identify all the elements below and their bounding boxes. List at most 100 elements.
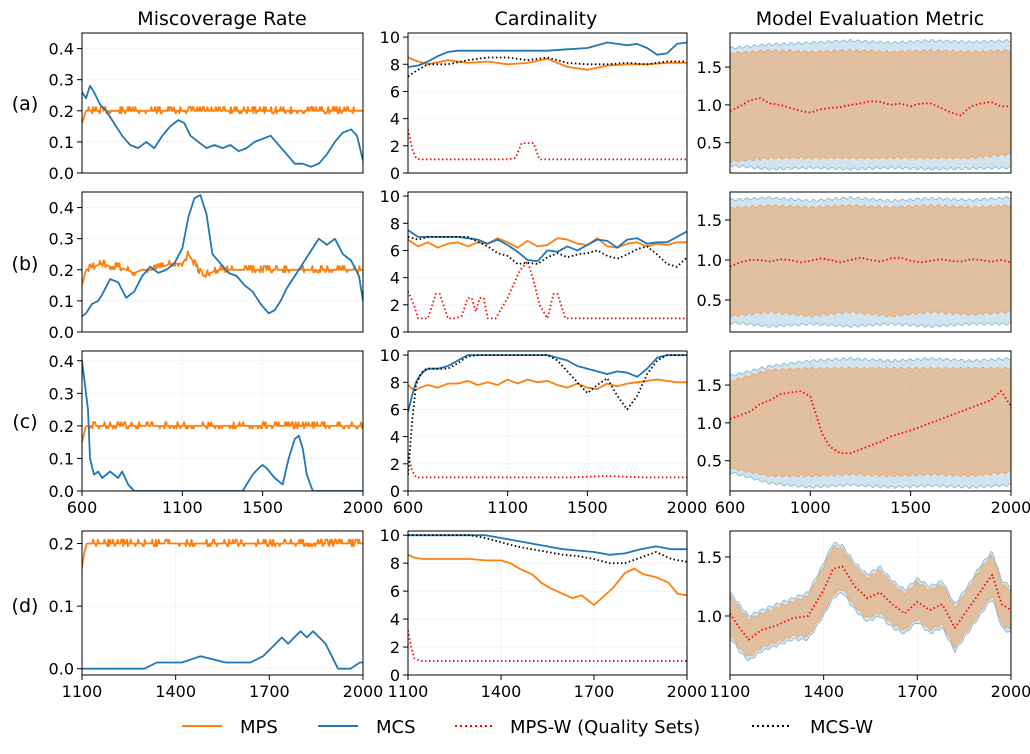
panel-d-miscoverage-plot-area [82, 538, 363, 670]
panel-c-miscoverage-xtick-label-2: 1500 [242, 498, 283, 517]
panel-d-cardinality-line-mps-w-quality-sets [408, 630, 687, 662]
panel-b-metric-ytick-label-1: 1.0 [697, 251, 722, 270]
panel-b-metric-plot-area [730, 195, 1011, 329]
panel-b-cardinality: 0 2 4 6 8 10 [380, 187, 688, 342]
panel-d-metric-band-mps [730, 544, 1011, 657]
panel-c-metric-ytick-label-0: 0.5 [697, 452, 722, 471]
panel-d-miscoverage-frame [81, 530, 364, 676]
panel-d-cardinality-line-mcs-w [408, 534, 687, 565]
panel-c-miscoverage-ytick-label-2: 0.2 [49, 417, 74, 436]
panel-c-metric-line-mps-w-quality-sets [730, 390, 1011, 455]
panel-c-metric-xtick-label-2: 1500 [890, 498, 931, 517]
panel-b-miscoverage-ytick-label-2: 0.2 [49, 261, 74, 280]
panel-d-metric-xtick-label-1: 1400 [803, 682, 844, 701]
panel-c-cardinality-ytick-label-1: 2 [390, 455, 400, 474]
panel-a-cardinality-ytick-label-1: 2 [390, 137, 400, 156]
legend-label-mcs: MCS [376, 717, 416, 738]
panel-a-miscoverage-ytick-label-0: 0.0 [49, 164, 74, 183]
panel-d-metric-line-mps-w-quality-sets [730, 565, 1011, 641]
panel-d-cardinality-xtick-label-1: 1400 [481, 682, 522, 701]
panel-d-metric-ytick-label-0: 1.0 [697, 607, 722, 626]
panel-d-metric-xtick-label-0: 1100 [710, 682, 751, 701]
panel-b-cardinality-ytick-label-0: 0 [390, 323, 400, 342]
panel-d-metric-xtick-label-3: 2000 [991, 682, 1030, 701]
panel-a-metric-band-mcs [730, 38, 1011, 172]
panel-c-metric: 0.5 1.0 1.5 600 1000 1500 2000 [697, 350, 1030, 517]
panel-a-metric-plot-area [730, 38, 1011, 172]
panel-a-cardinality-line-mcs-w [408, 56, 687, 78]
panel-c-metric-ytick-label-1: 1.0 [697, 414, 722, 433]
legend-label-mps-w: MPS-W (Quality Sets) [510, 717, 700, 738]
panel-c-metric-xtick-label-0: 600 [715, 498, 746, 517]
panel-c-cardinality-xtick-label-1: 1100 [487, 498, 528, 517]
panel-a-cardinality-plot-area [408, 41, 687, 161]
panel-d-miscoverage-ytick-label-0: 0.0 [49, 660, 74, 679]
panel-d-metric-band-mcs [730, 541, 1011, 662]
panel-a-cardinality-line-mps [408, 56, 687, 71]
panel-d-miscoverage-xtick-label-0: 1100 [62, 682, 103, 701]
panel-a-cardinality-ytick-label-0: 0 [390, 164, 400, 183]
panel-d-miscoverage-ytick-label-1: 0.1 [49, 597, 74, 616]
panel-b-cardinality-frame [407, 191, 688, 333]
panel-d-cardinality-frame [407, 530, 688, 676]
panel-c-miscoverage-ytick-label-0: 0.0 [49, 482, 74, 501]
panel-d-cardinality: 0 2 4 6 8 10 1100 1400 1700 2000 [380, 526, 708, 701]
panel-b-cardinality-line-mcs-w [408, 236, 687, 268]
panel-a-cardinality-ytick-label-4: 8 [390, 55, 400, 74]
panel-d-cardinality-ytick-label-5: 10 [380, 526, 400, 545]
panel-b-cardinality-line-mcs [408, 229, 687, 263]
panel-d-cardinality-xtick-label-3: 2000 [667, 682, 708, 701]
panel-a-cardinality-ytick-label-2: 4 [390, 110, 400, 129]
panel-c-metric-plot-area [730, 356, 1011, 489]
panel-a-miscoverage-line-mcs [82, 85, 363, 168]
panel-b-miscoverage-plot-area [82, 194, 363, 318]
panel-d-cardinality-line-mcs [408, 534, 687, 556]
panel-b-cardinality-ytick-label-4: 8 [390, 214, 400, 233]
panel-c-cardinality-ytick-label-4: 8 [390, 373, 400, 392]
panel-d-cardinality-line-mps [408, 553, 687, 606]
panel-b-miscoverage: 0.0 0.1 0.2 0.3 0.4 [49, 191, 364, 342]
panel-a-cardinality-frame [407, 32, 688, 174]
panels: 0.0 0.1 0.2 0.3 0.4 0 2 4 6 8 10 0.5 1.0 1.5 0.0 0.1 0.2… [49, 28, 1030, 701]
panel-c-cardinality-xtick-label-2: 1500 [567, 498, 608, 517]
column-title-metric: Model Evaluation Metric [756, 8, 984, 30]
panel-c-miscoverage-line-mps [82, 421, 363, 443]
panel-b-metric-frame [729, 191, 1012, 333]
panel-d-miscoverage-xtick-label-2: 1700 [249, 682, 290, 701]
panel-c-miscoverage-ytick-label-4: 0.4 [49, 352, 74, 371]
panel-c-metric-xtick-label-1: 1000 [790, 498, 831, 517]
panel-d-cardinality-ytick-label-1: 2 [390, 638, 400, 657]
panel-d-cardinality-ytick-label-0: 0 [390, 666, 400, 685]
panel-b-cardinality-ytick-label-2: 4 [390, 269, 400, 288]
panel-a-metric-ytick-label-2: 1.5 [697, 58, 722, 77]
column-title-miscoverage: Miscoverage Rate [137, 8, 306, 30]
panel-c-miscoverage-frame [81, 350, 364, 492]
panel-c-cardinality: 0 2 4 6 8 10 600 1100 1500 2000 [380, 346, 708, 517]
panel-b-cardinality-ytick-label-5: 10 [380, 187, 400, 206]
panel-c-miscoverage-plot-area [82, 360, 363, 491]
panel-c-cardinality-plot-area [408, 354, 687, 479]
panel-b-miscoverage-ytick-label-4: 0.4 [49, 199, 74, 218]
panel-a-cardinality-ytick-label-5: 10 [380, 28, 400, 47]
panel-c-miscoverage: 0.0 0.1 0.2 0.3 0.4 600 1100 1500 2000 [49, 350, 384, 517]
panel-d-cardinality-xtick-label-2: 1700 [574, 682, 615, 701]
panel-d-cardinality-ytick-label-2: 4 [390, 610, 400, 629]
panel-b-cardinality-line-mps [408, 237, 687, 249]
panel-a-cardinality: 0 2 4 6 8 10 [380, 28, 688, 183]
panel-d-cardinality-plot-area [408, 534, 687, 662]
panel-d-miscoverage-ytick-label-2: 0.2 [49, 535, 74, 554]
panel-c-cardinality-line-mcs-w [408, 354, 687, 475]
panel-b-miscoverage-line-mcs [82, 194, 363, 318]
panel-c-cardinality-xtick-label-3: 2000 [667, 498, 708, 517]
panel-b-miscoverage-frame [81, 191, 364, 333]
panel-c-miscoverage-xtick-label-3: 2000 [343, 498, 384, 517]
panel-c-cardinality-line-mps [408, 378, 687, 392]
panel-a-miscoverage-ytick-label-4: 0.4 [49, 40, 74, 59]
row-label-a: (a) [12, 93, 38, 115]
panel-d-metric-frame [729, 530, 1012, 676]
panel-a-miscoverage-ytick-label-2: 0.2 [49, 102, 74, 121]
panel-b-cardinality-ytick-label-1: 2 [390, 296, 400, 315]
panel-c-miscoverage-ytick-label-3: 0.3 [49, 384, 74, 403]
panel-a-miscoverage: 0.0 0.1 0.2 0.3 0.4 [49, 32, 364, 183]
